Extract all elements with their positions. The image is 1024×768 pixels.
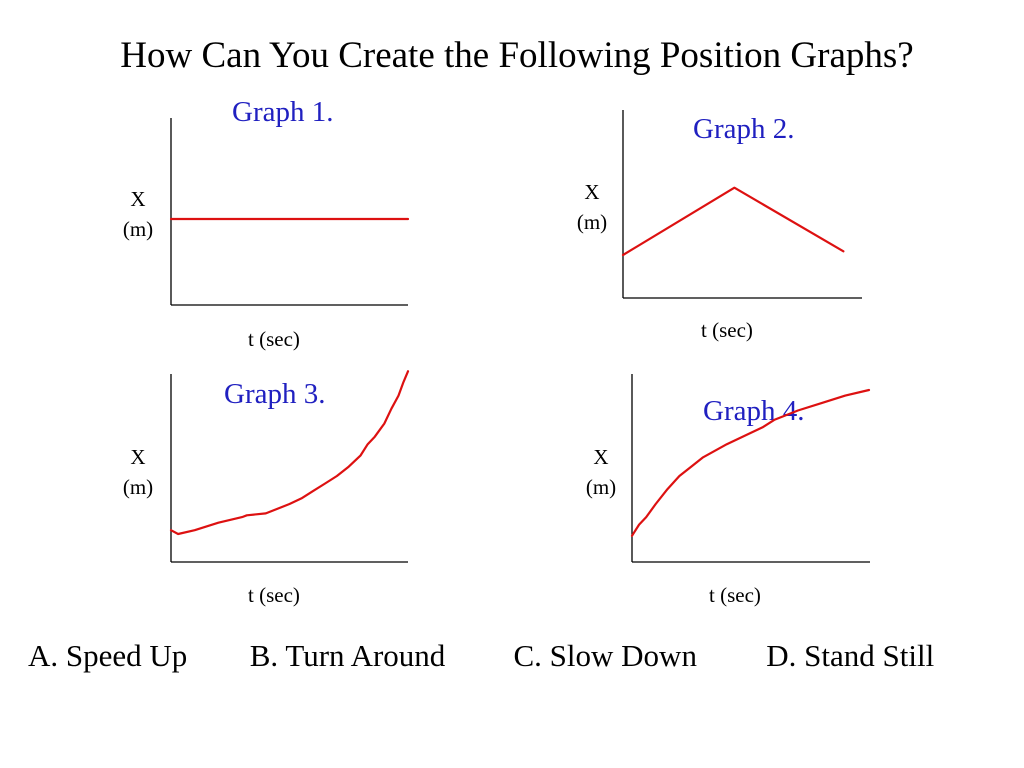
graph-2-title: Graph 2. [693,113,795,145]
slide-title: How Can You Create the Following Positio… [120,35,914,76]
graph-4-y-label: X (m) [571,442,631,502]
graph-1-x-label: t (sec) [248,327,300,351]
graph-4-y-label-line1: X [593,445,609,469]
answer-choices: A. Speed Up B. Turn Around C. Slow Down … [28,638,934,674]
graph-2-series-line [621,186,845,257]
graph-2-y-label: X (m) [562,177,622,237]
graph-4-y-label-line2: (m) [585,475,617,499]
answer-c: C. Slow Down [513,638,697,673]
graph-4-x-label: t (sec) [709,583,761,607]
graph-4-series-line [630,388,871,537]
graph-3-y-label: X (m) [108,442,168,502]
graph-3-y-label-line1: X [130,445,146,469]
graph-2-y-label-line1: X [584,180,600,204]
graph-3-y-label-line2: (m) [122,475,154,499]
graph-1-y-label: X (m) [108,184,168,244]
graph-1-y-label-line1: X [130,187,146,211]
graph-3-series-line [169,370,410,536]
graph-3-title: Graph 3. [224,378,326,410]
answer-b: B. Turn Around [249,638,446,673]
answer-d: D. Stand Still [766,638,935,673]
graph-1-y-label-line2: (m) [122,217,154,241]
graph-1-title: Graph 1. [232,96,334,128]
graph-2-x-label: t (sec) [701,318,753,342]
graph-3-x-label: t (sec) [248,583,300,607]
graph-2-y-label-line2: (m) [576,210,608,234]
answer-a: A. Speed Up [28,638,188,673]
graph-4-title: Graph 4. [703,395,805,427]
